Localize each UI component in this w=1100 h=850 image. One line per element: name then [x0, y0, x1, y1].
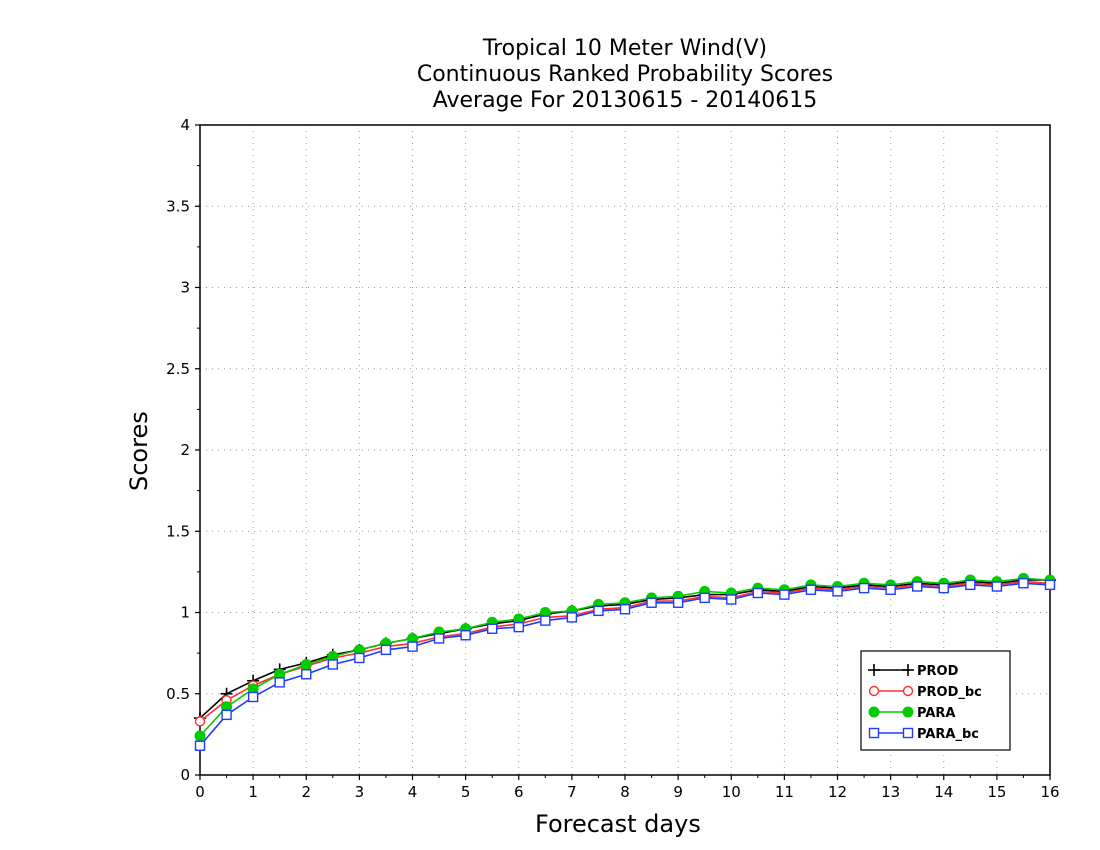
- legend-item-prod-bc: PROD_bc: [868, 685, 982, 700]
- x-tick-label: 13: [881, 783, 900, 801]
- data-point-para-bc: [672, 597, 684, 608]
- data-point-para-bc: [991, 581, 1003, 592]
- data-point-para-bc: [938, 582, 949, 594]
- legend-marker: [902, 706, 914, 718]
- data-point-para-bc: [221, 709, 232, 721]
- data-point-para-bc: [832, 586, 843, 597]
- data-point-para-bc: [1044, 579, 1056, 591]
- x-tick-label: 4: [408, 783, 418, 801]
- x-tick-label: 12: [828, 783, 847, 801]
- legend-marker: [902, 727, 914, 739]
- series-layer: [194, 572, 1056, 751]
- axis-ticks: 0 1 2 3 4 5 6 7 8 9 10 11 12 13 14 15 1600.511.522.533.5…: [166, 116, 1059, 801]
- data-point-para-bc: [858, 582, 870, 594]
- legend-marker: [902, 664, 914, 676]
- y-tick-label: 4: [180, 116, 190, 134]
- data-point-para-bc: [247, 691, 259, 703]
- y-axis-label: Scores: [125, 411, 153, 491]
- y-tick-label: 0.5: [166, 685, 190, 703]
- legend-marker: [868, 685, 880, 697]
- data-point-para-bc: [380, 644, 392, 656]
- y-tick-label: 1: [180, 604, 190, 622]
- data-point-para-bc: [327, 659, 339, 670]
- x-tick-label: 14: [934, 783, 953, 801]
- data-point-para-bc: [646, 597, 657, 608]
- data-point-para-bc: [726, 594, 737, 605]
- data-point-para: [300, 659, 312, 670]
- legend-label: PARA_bc: [917, 727, 979, 742]
- grid-lines: [200, 125, 1050, 775]
- x-tick-label: 0: [195, 783, 205, 801]
- data-point-para-bc: [486, 623, 498, 634]
- x-axis-label: Forecast days: [535, 810, 701, 838]
- x-tick-label: 15: [987, 783, 1006, 801]
- x-tick-label: 10: [722, 783, 741, 801]
- data-point-prod-bc: [194, 716, 206, 727]
- data-point-para-bc: [885, 584, 896, 595]
- legend-marker: [902, 685, 914, 697]
- data-point-para-bc: [619, 604, 631, 615]
- x-tick-label: 11: [775, 783, 794, 801]
- chart-title-line-3: Average For 20130615 - 20140615: [432, 88, 818, 113]
- data-point-para-bc: [274, 677, 285, 688]
- y-tick-label: 2: [180, 441, 190, 459]
- data-point-para-bc: [779, 589, 790, 600]
- legend-item-prod: PROD: [868, 664, 959, 679]
- data-point-para-bc: [407, 641, 418, 652]
- data-point-para-bc: [513, 621, 524, 633]
- y-tick-label: 1.5: [166, 522, 190, 540]
- series-para-bc: [194, 578, 1056, 751]
- chart-title-line-2: Continuous Ranked Probability Scores: [416, 62, 834, 87]
- x-tick-label: 2: [301, 783, 311, 801]
- data-point-para-bc: [194, 740, 206, 751]
- x-tick-label: 5: [461, 783, 471, 801]
- data-point-para-bc: [805, 584, 817, 595]
- data-point-para-bc: [752, 587, 764, 599]
- data-point-para-bc: [566, 612, 578, 623]
- x-tick-label: 9: [673, 783, 683, 801]
- data-point-para: [194, 730, 206, 742]
- legend-marker: [868, 706, 880, 718]
- chart-title-line-1: Tropical 10 Meter Wind(V): [482, 36, 768, 61]
- data-point-para-bc: [1018, 578, 1029, 589]
- x-tick-label: 8: [620, 783, 630, 801]
- data-point-para-bc: [460, 630, 471, 641]
- data-point-para-bc: [354, 652, 365, 664]
- data-point-para-bc: [433, 633, 445, 644]
- data-point-para-bc: [911, 581, 923, 592]
- data-point-para-bc: [301, 669, 312, 680]
- legend-marker: [868, 664, 880, 676]
- y-tick-label: 3: [180, 279, 190, 297]
- data-point-para-bc: [593, 605, 604, 617]
- legend-label: PROD: [917, 664, 959, 679]
- legend-item-para-bc: PARA_bc: [868, 727, 979, 742]
- legend: PROD PROD_bc PARA PARA_bc: [860, 650, 1011, 751]
- y-tick-label: 3.5: [166, 197, 190, 215]
- legend-label: PARA: [917, 706, 955, 721]
- x-tick-label: 6: [514, 783, 524, 801]
- data-point-para-bc: [699, 592, 710, 604]
- y-tick-label: 2.5: [166, 360, 190, 378]
- data-point-para-bc: [540, 615, 551, 626]
- x-tick-label: 16: [1040, 783, 1059, 801]
- y-tick-label: 0: [180, 766, 190, 784]
- x-tick-label: 1: [248, 783, 258, 801]
- legend-label: PROD_bc: [917, 685, 982, 700]
- legend-item-para: PARA: [868, 706, 955, 721]
- data-point-para-bc: [965, 579, 976, 591]
- x-tick-label: 3: [355, 783, 365, 801]
- legend-marker: [868, 727, 880, 739]
- x-tick-label: 7: [567, 783, 577, 801]
